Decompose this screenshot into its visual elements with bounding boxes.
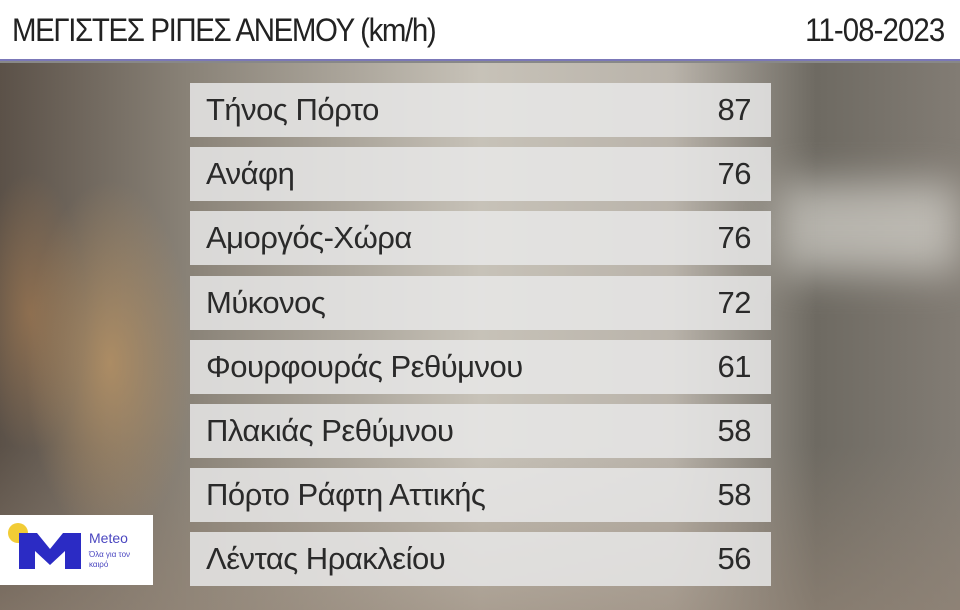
table-row: Λέντας Ηρακλείου 56 [190,532,771,587]
table-row: Πλακιάς Ρεθύμνου 58 [190,404,771,458]
gust-value: 61 [717,348,752,384]
meteo-logo: Meteo Όλα για τον καιρό [0,515,153,585]
m-logo-icon [19,533,81,569]
gust-value: 76 [717,156,752,192]
station-name: Ανάφη [206,156,295,192]
date: 11-08-2023 [804,12,945,48]
table-row: Πόρτο Ράφτη Αττικής 58 [190,468,771,523]
station-name: Πλακιάς Ρεθύμνου [206,413,454,448]
logo-tagline: Όλα για τον καιρό [89,550,131,569]
page-title: ΜΕΓΙΣΤΕΣ ΡΙΠΕΣ ΑΝΕΜΟΥ (km/h) [12,12,437,48]
station-name: Λέντας Ηρακλείου [206,541,446,577]
station-name: Τήνος Πόρτο [206,92,379,127]
gust-value: 58 [717,413,752,448]
gust-value: 76 [717,220,752,256]
station-name: Πόρτο Ράφτη Αττικής [206,477,486,513]
table-row: Τήνος Πόρτο 87 [190,83,771,137]
table-row: Αμοργός-Χώρα 76 [190,211,771,266]
station-name: Αμοργός-Χώρα [206,220,412,256]
table-row: Μύκονος 72 [190,275,771,330]
table-row: Ανάφη 76 [190,147,771,202]
logo-name: Meteo [89,530,128,546]
station-name: Μύκονος [206,284,326,320]
gust-value: 87 [717,92,752,127]
cloud-mist [780,183,960,273]
gust-value: 58 [717,477,752,513]
station-name: Φουρφουράς Ρεθύμνου [206,348,523,384]
table-row: Φουρφουράς Ρεθύμνου 61 [190,339,771,394]
header: ΜΕΓΙΣΤΕΣ ΡΙΠΕΣ ΑΝΕΜΟΥ (km/h) 11-08-2023 [0,0,960,61]
gust-value: 72 [717,284,752,320]
gust-value: 56 [717,541,752,577]
